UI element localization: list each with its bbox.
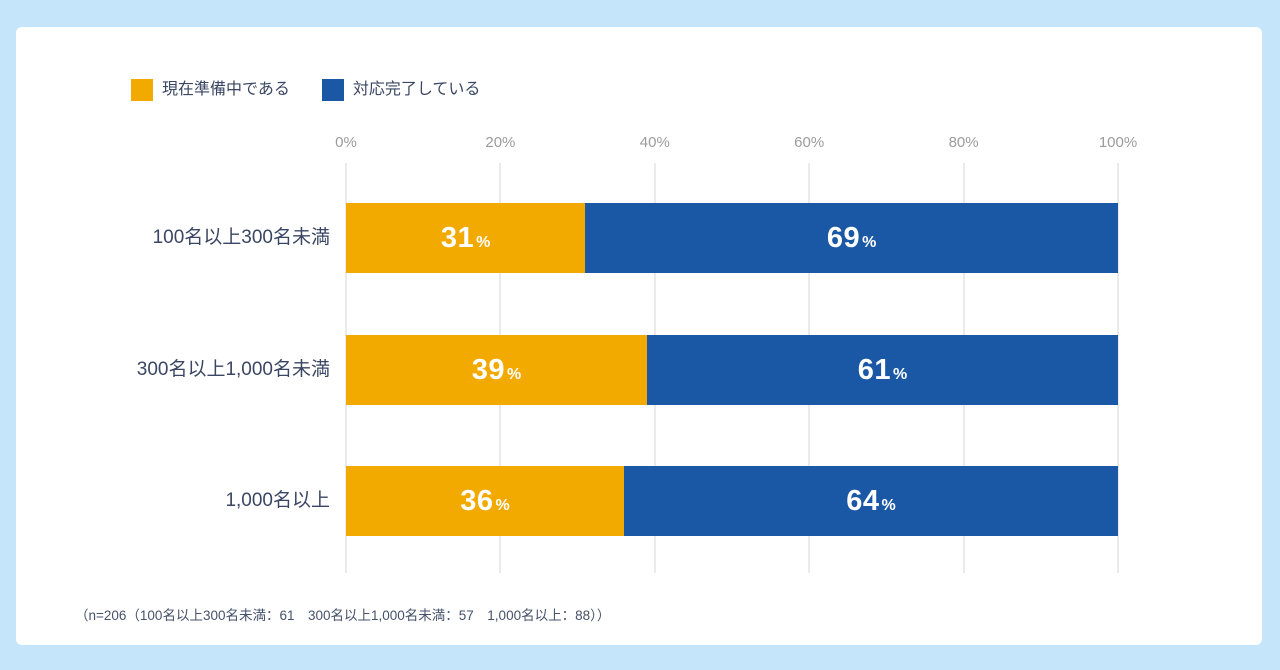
bar-value-unit: % (495, 496, 510, 514)
bar-segment-completed: 64 % (623, 466, 1118, 536)
bar-segment-preparing: 39 % (346, 335, 648, 405)
bar-value: 31 % (441, 222, 491, 255)
bar-value-number: 31 (440, 221, 475, 254)
bar-segment-completed: 69 % (585, 203, 1118, 273)
x-tick-label: 20% (485, 134, 516, 151)
bar-segment-preparing: 36 % (346, 466, 624, 536)
legend-item: 対応完了している (321, 79, 481, 101)
category-label: 100名以上300名未満 (152, 227, 330, 248)
x-tick-label: 100% (1098, 134, 1138, 151)
bar-value: 36 % (460, 485, 510, 518)
legend-swatch (321, 79, 344, 101)
bar-value-number: 61 (857, 353, 892, 386)
bar-value: 39 % (472, 354, 522, 387)
bar-value: 69 % (827, 222, 877, 255)
plot-area: 31 % 69 % 39 % 61 % (345, 163, 1119, 573)
bar-value-number: 64 (846, 484, 880, 517)
bar-segment-preparing: 31 % (346, 203, 586, 273)
bar-value-unit: % (893, 365, 908, 383)
bar-segment-completed: 61 % (647, 335, 1118, 405)
chart-card: 現在準備中である 対応完了している 0% 20% 40% 60% 80% 100… (16, 27, 1262, 645)
bar-value: 64 % (846, 485, 896, 518)
bar-value-unit: % (476, 233, 491, 251)
bar-row: 31 % 69 % (346, 203, 1118, 273)
legend-swatch (131, 79, 153, 101)
x-tick-label: 60% (794, 134, 825, 151)
bar-value-number: 36 (460, 484, 494, 517)
bar-value-unit: % (881, 496, 896, 514)
bar-row: 39 % 61 % (346, 335, 1118, 405)
bar-value-number: 39 (471, 353, 506, 386)
category-label: 300名以上1,000名未満 (136, 359, 330, 380)
footnote: （n=206（100名以上300名未満：61 300名以上1,000名未満：57… (75, 608, 611, 623)
bar-value: 61 % (858, 354, 908, 387)
x-tick-label: 0% (335, 134, 357, 151)
chart-legend: 現在準備中である 対応完了している (131, 79, 480, 101)
gridline (1117, 163, 1119, 573)
legend-label: 対応完了している (352, 81, 481, 98)
legend-label: 現在準備中である (162, 81, 290, 98)
x-tick-label: 80% (948, 134, 979, 151)
x-tick-label: 40% (639, 134, 670, 151)
bar-row: 36 % 64 % (346, 466, 1118, 536)
bar-value-unit: % (507, 365, 522, 383)
category-label: 1,000名以上 (225, 490, 330, 511)
legend-item: 現在準備中である (131, 79, 290, 101)
bar-value-number: 69 (826, 221, 861, 254)
bar-value-unit: % (862, 233, 877, 251)
